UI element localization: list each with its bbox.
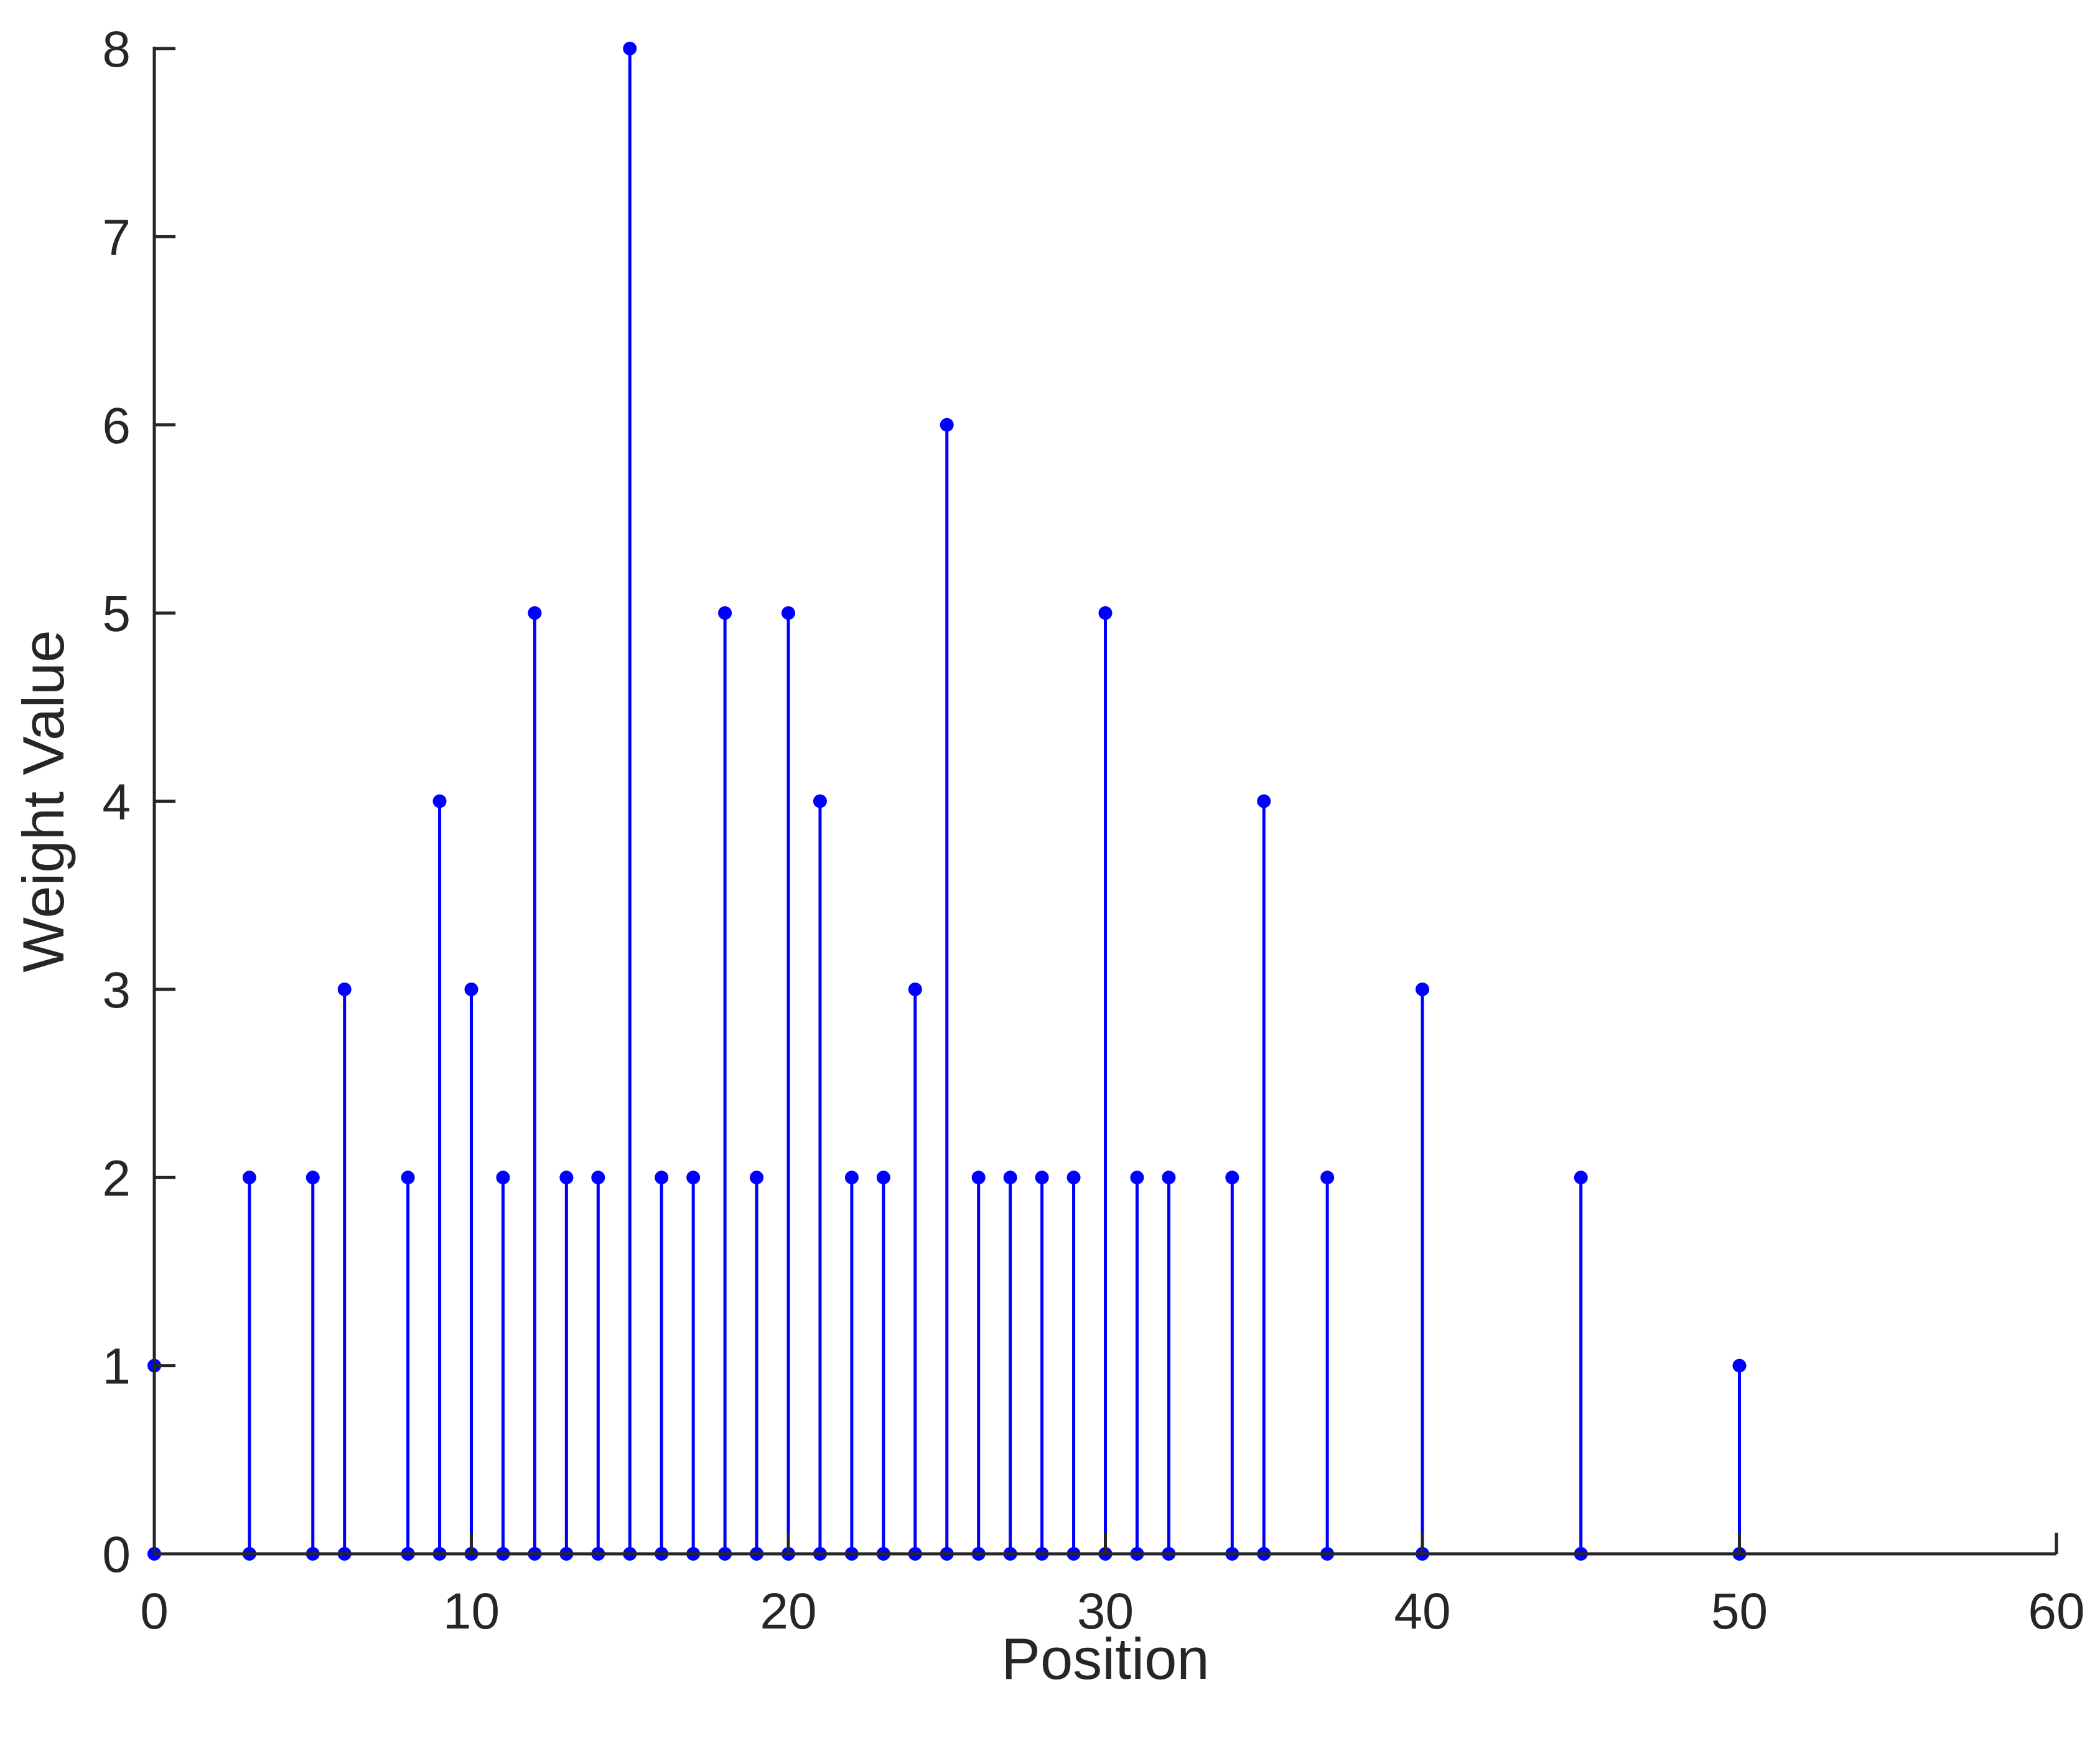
x-tick-label: 40 [1394, 1583, 1450, 1640]
y-tick-label: 1 [102, 1339, 131, 1395]
stem-marker [1732, 1358, 1747, 1373]
stem-marker [1257, 794, 1271, 808]
stem-marker [306, 1171, 320, 1185]
stem-marker [528, 606, 542, 620]
stem-marker [1162, 1171, 1176, 1185]
x-tick-label: 30 [1077, 1583, 1134, 1640]
stem-marker [591, 1171, 605, 1185]
y-tick-label: 2 [102, 1150, 131, 1207]
stem-marker [401, 1171, 415, 1185]
stem-marker [750, 1171, 764, 1185]
y-axis-label: Weight Value [11, 630, 76, 972]
x-tick-label: 0 [140, 1583, 169, 1640]
stem-marker [1225, 1171, 1239, 1185]
stem-marker [1416, 982, 1429, 996]
x-ticks: 0 10 20 30 40 50 60 [140, 1533, 2085, 1640]
stem-marker [782, 606, 795, 620]
stem-marker [496, 1171, 510, 1185]
stem-marker [1320, 1171, 1335, 1185]
stem-marker [1130, 1171, 1144, 1185]
stem-marker [1066, 1171, 1081, 1185]
y-tick-label: 4 [102, 774, 131, 831]
stem-marker [971, 1171, 986, 1185]
stem-marker [559, 1171, 574, 1185]
stem-marker [813, 794, 827, 808]
stem-marker [844, 1171, 859, 1185]
y-tick-label: 3 [102, 962, 131, 1019]
stem-marker [940, 418, 954, 432]
stem-marker [1003, 1171, 1017, 1185]
x-axis-label: Position [1001, 1626, 1209, 1691]
y-tick-label: 6 [102, 398, 131, 454]
stem-marker [655, 1171, 669, 1185]
stem-marker [242, 1171, 256, 1185]
y-tick-label: 5 [102, 586, 131, 642]
stem-marker [876, 1171, 890, 1185]
stem-marker [464, 982, 478, 996]
stem-marker [718, 606, 732, 620]
stem-marker [686, 1171, 701, 1185]
stem-marker [1574, 1171, 1588, 1185]
x-tick-label: 50 [1711, 1583, 1768, 1640]
x-tick-label: 10 [443, 1583, 500, 1640]
stem-marker [432, 794, 447, 808]
stem-marker [1035, 1171, 1049, 1185]
stem-series [147, 42, 1747, 1561]
y-tick-label: 7 [102, 209, 131, 266]
y-tick-label: 0 [102, 1526, 131, 1583]
stem-marker [337, 982, 352, 996]
stem-marker [908, 982, 922, 996]
stem-marker [623, 42, 637, 55]
x-tick-label: 60 [2028, 1583, 2084, 1640]
y-ticks: 0 1 2 3 4 5 6 7 8 [102, 21, 175, 1583]
x-tick-label: 20 [760, 1583, 816, 1640]
y-tick-label: 8 [102, 21, 131, 78]
stem-marker [1098, 606, 1113, 620]
